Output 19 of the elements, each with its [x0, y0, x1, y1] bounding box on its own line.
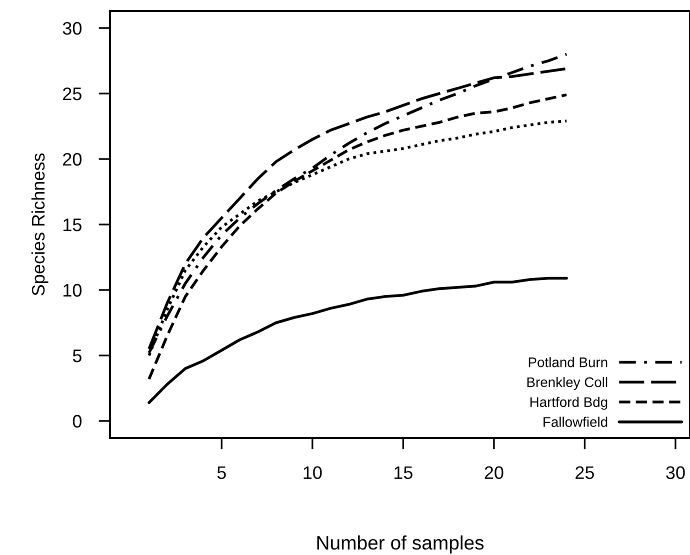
- y-tick-label: 25: [63, 87, 82, 100]
- y-tick-label: 10: [64, 284, 82, 297]
- y-tick-label: 20: [63, 152, 82, 166]
- y-tick-label: 15: [64, 218, 82, 232]
- y-tick-label: 5: [72, 350, 82, 362]
- legend-label: Hartford Bdg: [530, 396, 608, 410]
- y-tick-label: 0: [72, 414, 82, 428]
- x-axis-title: Number of samples: [317, 535, 484, 554]
- legend-label: Brenkley Coll: [527, 376, 608, 390]
- legend-label: Fallowfield: [544, 416, 608, 427]
- x-tick-label: 5: [217, 466, 226, 480]
- x-tick-label: 25: [576, 466, 594, 480]
- x-tick-label: 15: [394, 466, 412, 480]
- y-tick-label: 30: [62, 22, 82, 35]
- y-axis-title: Species Richness: [31, 153, 48, 296]
- x-tick-label: 10: [304, 466, 322, 480]
- x-tick-label: 30: [666, 466, 685, 480]
- legend-label: Potland Burn: [528, 357, 608, 368]
- x-tick-label: 20: [484, 466, 504, 480]
